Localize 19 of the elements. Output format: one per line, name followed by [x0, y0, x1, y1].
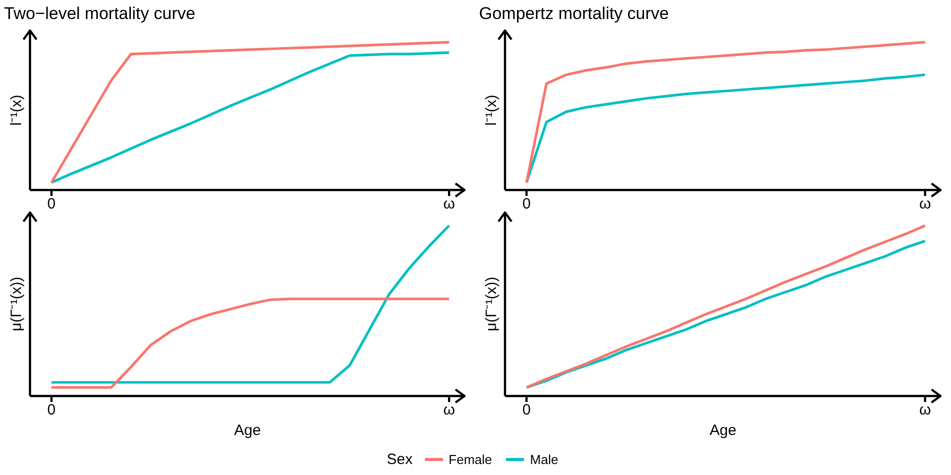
x-tick-label: 0: [522, 196, 531, 213]
x-tick-label: ω: [443, 196, 456, 213]
chart-title: Gompertz mortality curve: [479, 4, 669, 23]
x-axis-title: Age: [234, 422, 261, 440]
legend-label: Female: [448, 452, 492, 466]
y-axis-title: μ(Γ⁻¹(x)): [8, 276, 26, 332]
y-axis-title: l⁻¹(x): [483, 94, 500, 126]
x-tick-label: ω: [919, 402, 932, 419]
x-tick-label: 0: [47, 196, 56, 213]
x-tick-label: 0: [522, 402, 531, 419]
y-axis-title: μ(Γ⁻¹(x)): [483, 276, 500, 332]
legend-title: Sex: [386, 450, 413, 468]
legend-label: Male: [530, 452, 558, 466]
chart-title: Two−level mortality curve: [4, 4, 196, 23]
y-axis-title: l⁻¹(x): [8, 94, 26, 126]
x-tick-label: ω: [443, 402, 456, 419]
x-axis-title: Age: [710, 422, 736, 440]
x-tick-label: 0: [47, 402, 56, 419]
x-tick-label: ω: [919, 196, 932, 213]
